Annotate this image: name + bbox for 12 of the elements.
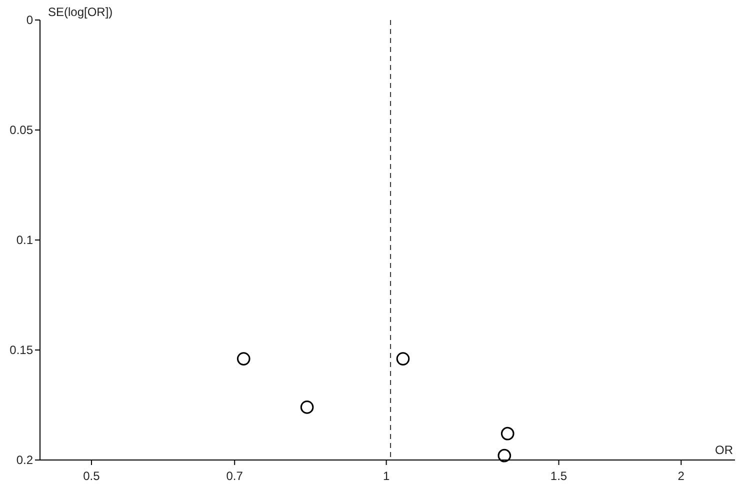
x-tick-label: 0.7: [226, 469, 244, 483]
y-tick-label: 0.15: [10, 343, 34, 358]
x-axis-title: OR: [715, 443, 734, 457]
x-tick-label: 1: [382, 469, 390, 483]
x-tick-label: 0.5: [83, 469, 100, 483]
x-tick-label: 2: [678, 469, 685, 483]
y-tick-label: 0.1: [16, 233, 34, 248]
y-tick-label: 0: [26, 13, 34, 28]
y-axis-title: SE(log[OR]): [48, 5, 113, 19]
x-tick-label: 1.5: [550, 469, 568, 483]
y-tick-label: 0.2: [16, 453, 34, 468]
y-tick-label: 0.05: [10, 123, 34, 138]
